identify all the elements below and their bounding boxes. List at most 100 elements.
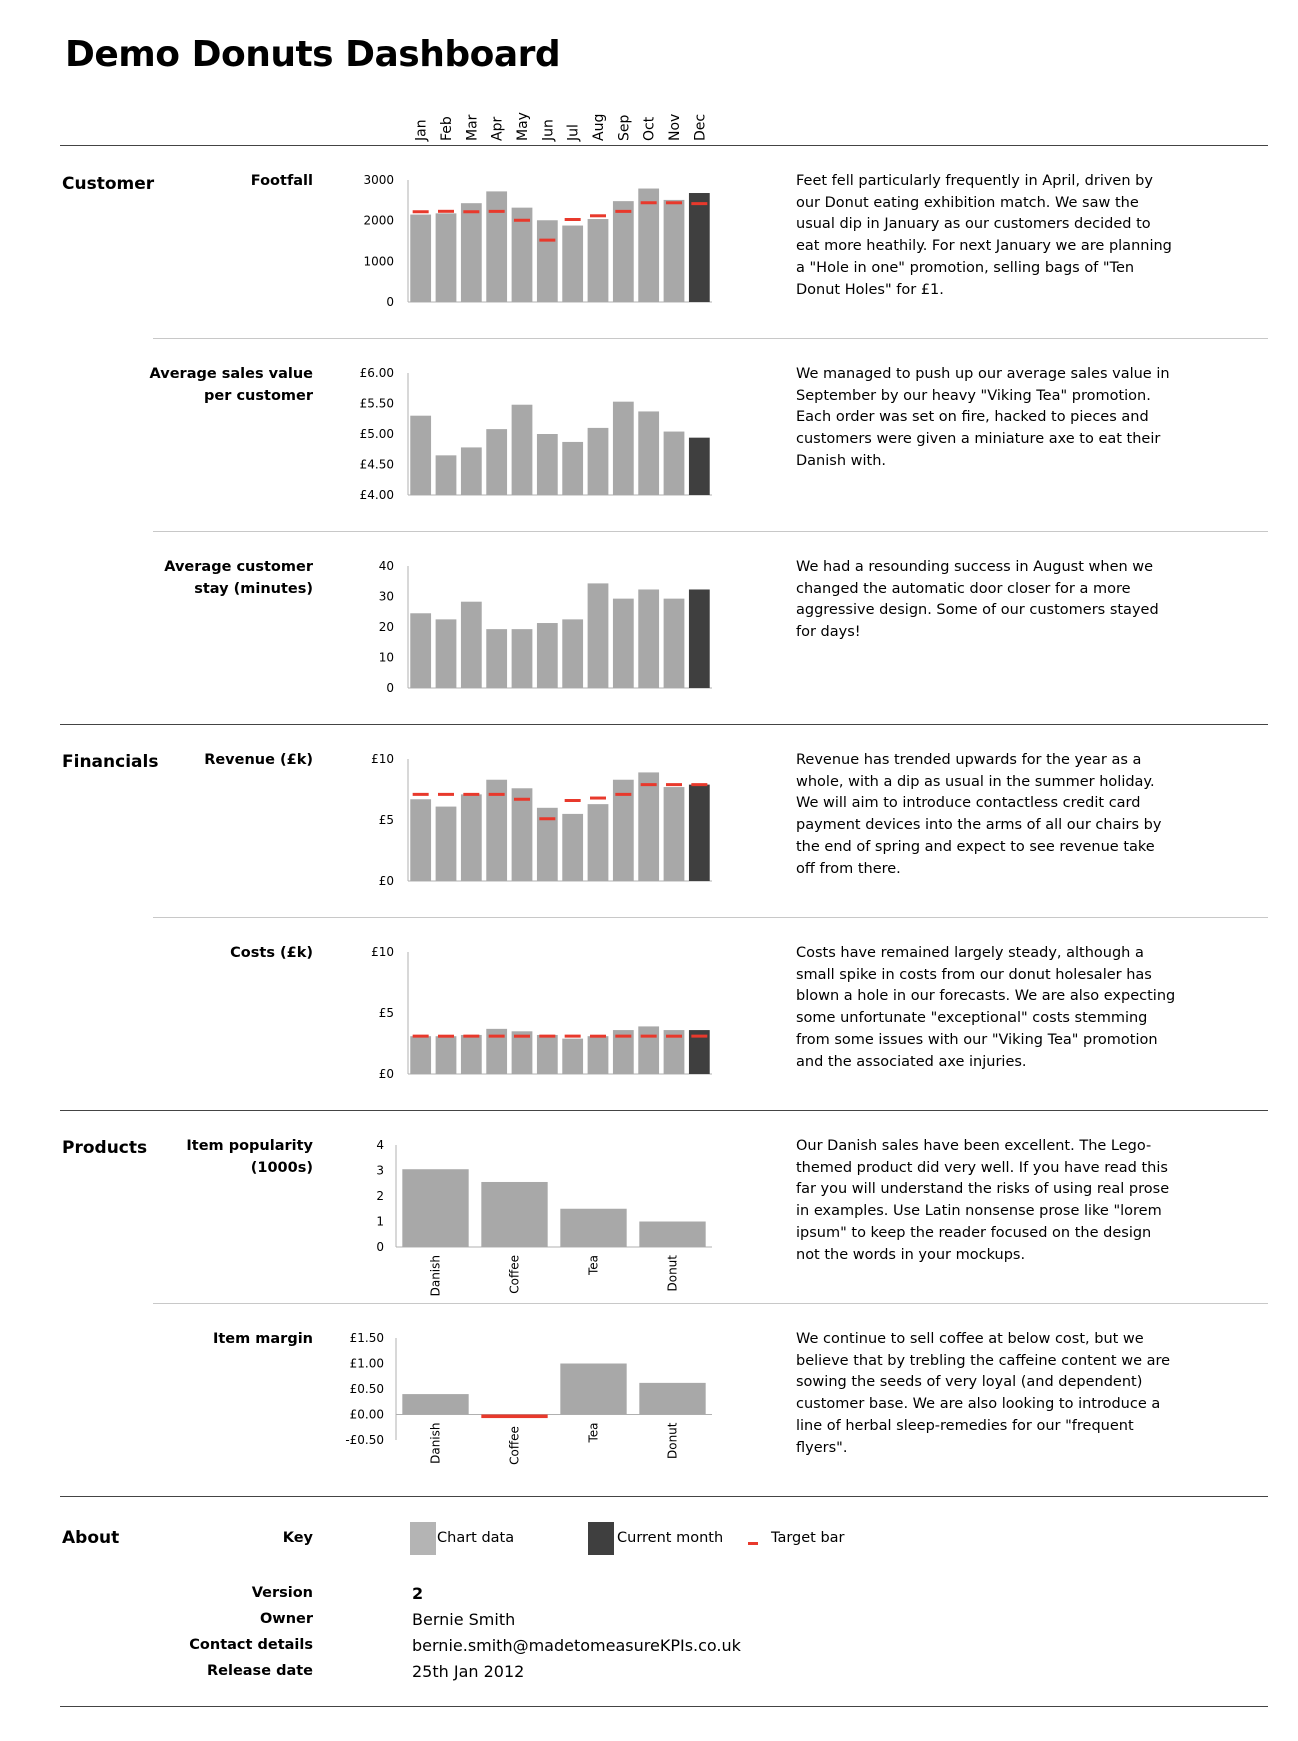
bar — [536, 220, 558, 302]
bar — [612, 598, 634, 688]
bar — [562, 619, 584, 688]
bar-negative — [481, 1414, 548, 1419]
x-tick-label: Donut — [666, 1422, 680, 1459]
key-swatch-chart-data — [410, 1522, 436, 1555]
month-header-label: Sep — [616, 115, 632, 142]
bar — [638, 411, 660, 495]
page-title: Demo Donuts Dashboard — [65, 34, 561, 75]
y-tick-label: £0 — [379, 874, 394, 888]
chart-margin: -£0.50 £0.00 £0.50 £1.00 £1.50 Danish Coffee Te… — [345, 1331, 712, 1465]
bar — [663, 787, 685, 881]
bar — [410, 214, 432, 302]
bar — [639, 1221, 706, 1247]
bar — [562, 813, 584, 881]
bar — [612, 1030, 634, 1074]
bar — [435, 455, 457, 495]
bar — [511, 207, 533, 302]
y-tick-label: 0 — [386, 295, 394, 309]
bar — [587, 583, 609, 688]
month-header-label: Oct — [642, 116, 658, 141]
bar — [511, 788, 533, 881]
section-financials: Financials — [62, 752, 159, 772]
y-tick-label: £0.50 — [350, 1382, 384, 1396]
bar — [587, 804, 609, 881]
y-tick-label: £5 — [379, 813, 394, 827]
month-header-label: Dec — [692, 114, 708, 141]
bar — [511, 404, 533, 495]
y-tick-label: 30 — [379, 590, 394, 604]
divider — [153, 1303, 1268, 1304]
commentary-avg-stay: We had a resounding success in August wh… — [796, 559, 1159, 641]
y-tick-label: 2 — [376, 1189, 384, 1203]
chart-popularity: 0 1 2 3 4 Danish Coffee Tea Donut — [376, 1138, 712, 1296]
bar — [587, 219, 609, 302]
bar — [481, 1181, 548, 1247]
bar — [402, 1394, 469, 1415]
y-tick-label: £0.00 — [350, 1408, 384, 1422]
bar — [486, 429, 508, 495]
bar — [663, 1030, 685, 1074]
section-customer: Customer — [62, 174, 155, 194]
commentary-revenue: Revenue has trended upwards for the year… — [796, 752, 1162, 877]
about-value-contact: bernie.smith@madetomeasureKPIs.co.uk — [412, 1636, 741, 1655]
bar — [638, 772, 660, 881]
key-item-target-bar: Target bar — [771, 1530, 845, 1546]
about-label-release-date: Release date — [206, 1663, 313, 1679]
bar — [410, 799, 432, 881]
bar — [511, 1031, 533, 1074]
metric-label-popularity: Item popularity (1000s) — [186, 1138, 313, 1176]
y-tick-label: £1.50 — [350, 1331, 384, 1345]
bar — [410, 415, 432, 495]
month-header-label: Nov — [667, 114, 683, 141]
bar — [560, 1363, 627, 1415]
divider-section — [60, 724, 1268, 725]
y-tick-label: -£0.50 — [345, 1433, 384, 1447]
y-tick-label: 10 — [379, 651, 394, 665]
bar — [486, 779, 508, 881]
x-tick-label: Coffee — [508, 1255, 522, 1294]
bar — [536, 434, 558, 495]
about-label-version: Version — [251, 1585, 313, 1601]
y-tick-label: 1000 — [363, 254, 394, 268]
y-tick-label: £6.00 — [360, 366, 394, 380]
bar — [562, 1038, 584, 1074]
chart-avg-sales: £4.00 £4.50 £5.00 £5.50 £6.00 — [360, 366, 712, 502]
y-tick-label: 20 — [379, 620, 394, 634]
bar — [486, 1028, 508, 1074]
metric-label-footfall: Footfall — [250, 173, 313, 189]
bar — [638, 1026, 660, 1074]
y-tick-label: £5.50 — [360, 397, 394, 411]
bar — [638, 188, 660, 302]
bar — [612, 779, 634, 881]
x-tick-label: Danish — [429, 1255, 443, 1296]
bar — [663, 431, 685, 495]
bar — [587, 427, 609, 495]
month-header-label: Jul — [566, 124, 582, 142]
y-tick-label: 2000 — [363, 214, 394, 228]
metric-label-margin: Item margin — [212, 1331, 313, 1347]
y-tick-label: 4 — [376, 1138, 384, 1152]
commentary-footfall: Feet fell particularly frequently in Apr… — [796, 173, 1172, 298]
divider-section — [60, 1110, 1268, 1111]
bar — [460, 1034, 482, 1074]
y-tick-label: 3 — [376, 1164, 384, 1178]
section-products: Products — [62, 1138, 148, 1158]
month-header-label: Aug — [591, 114, 607, 141]
chart-avg-stay: 0 10 20 30 40 — [379, 559, 712, 695]
about-label-contact: Contact details — [189, 1637, 313, 1653]
y-tick-label: 0 — [386, 681, 394, 695]
month-header-label: May — [515, 112, 531, 141]
about-label-owner: Owner — [259, 1611, 313, 1627]
bar — [435, 619, 457, 688]
bar — [511, 629, 533, 688]
bar — [560, 1208, 627, 1247]
bar — [486, 191, 508, 302]
bar — [460, 794, 482, 881]
bar — [663, 199, 685, 302]
key-item-current-month: Current month — [617, 1530, 724, 1546]
divider — [153, 917, 1268, 918]
bar — [536, 1034, 558, 1074]
bar — [435, 806, 457, 881]
section-about: About — [62, 1528, 120, 1548]
divider-bottom — [60, 1706, 1268, 1707]
